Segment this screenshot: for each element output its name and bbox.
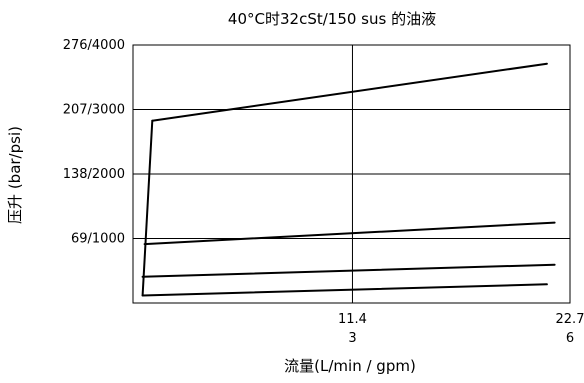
y-tick-label: 138/2000 xyxy=(63,167,125,182)
y-tick-label: 207/3000 xyxy=(63,103,125,118)
y-tick-label: 276/4000 xyxy=(63,38,125,53)
grid xyxy=(133,44,571,303)
plot-area-frame xyxy=(132,44,571,304)
series-line-5 xyxy=(141,119,154,297)
series-line-1 xyxy=(151,62,548,122)
x-tick-label: 11.4 xyxy=(338,312,367,327)
x-tick-label: 22.7 xyxy=(556,312,584,327)
chart-title: 40°C时32cSt/150 sus 的油液 xyxy=(228,10,436,28)
series-line-2 xyxy=(143,221,556,246)
y-axis-ticks: 69/1000 138/2000 207/3000 276/4000 xyxy=(63,38,125,247)
series-line-4 xyxy=(141,283,548,297)
y-axis-title: 压升 (bar/psi) xyxy=(6,126,24,224)
x-axis-ticks: 11.4 3 22.7 6 xyxy=(338,312,584,346)
y-tick-label: 69/1000 xyxy=(71,232,125,247)
x-tick-sublabel: 3 xyxy=(348,331,356,346)
x-tick-sublabel: 6 xyxy=(566,331,574,346)
x-axis-title: 流量(L/min / gpm) xyxy=(284,357,416,375)
series-line-3 xyxy=(141,263,556,278)
series-group xyxy=(141,62,556,297)
